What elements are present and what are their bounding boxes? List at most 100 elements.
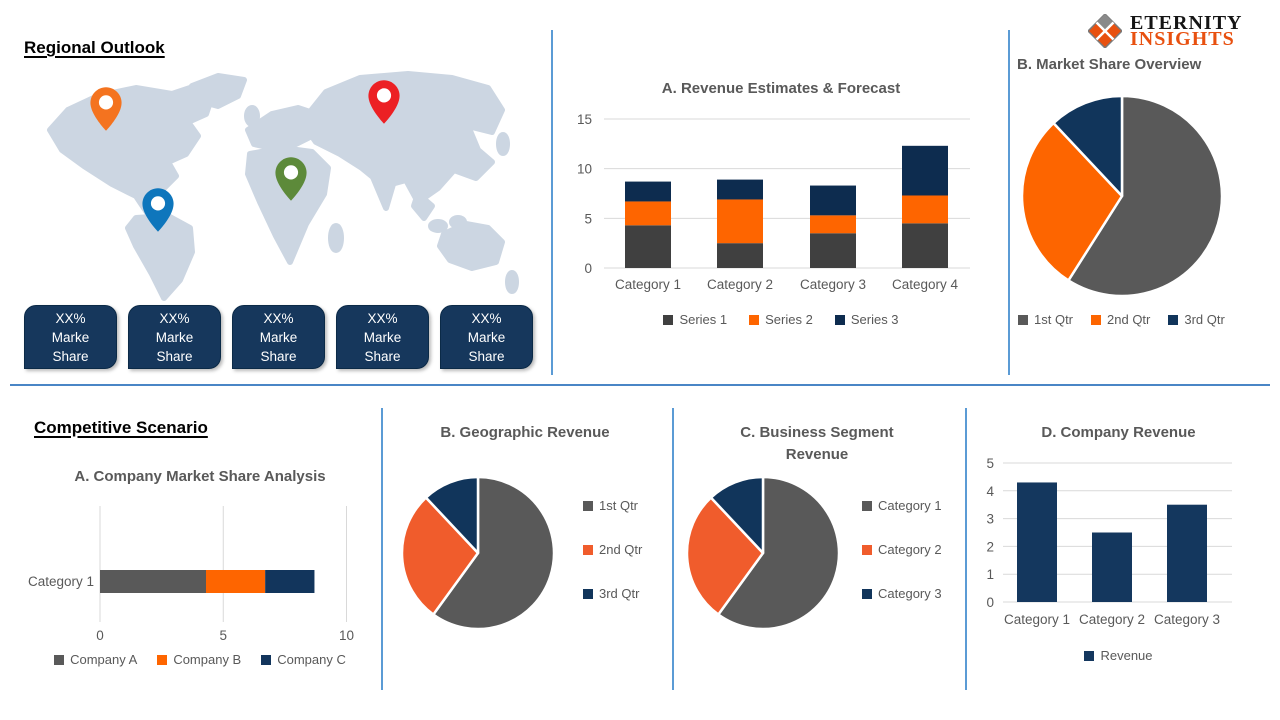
divider-horizontal (10, 384, 1270, 386)
brand-name-bottom: INSIGHTS (1130, 28, 1235, 50)
legend-item: Category 3 (862, 586, 942, 601)
brand-logo: ETERNITY INSIGHTS (1088, 10, 1273, 52)
svg-text:Category 4: Category 4 (892, 277, 959, 292)
share-box-label: Share (156, 349, 193, 364)
svg-text:Category 3: Category 3 (800, 277, 866, 292)
chart-legend: Category 1 Category 2 Category 3 (862, 498, 942, 601)
share-box: XX% Marke Share (232, 305, 325, 369)
svg-text:2: 2 (986, 539, 994, 554)
svg-text:4: 4 (986, 484, 994, 499)
market-share-boxes: XX% Marke Share XX% Marke Share XX% Mark… (24, 305, 533, 369)
brand-name: ETERNITY INSIGHTS (1130, 13, 1242, 50)
legend-marker (834, 314, 845, 325)
map-pin-icon (275, 157, 307, 201)
svg-text:Category 1: Category 1 (615, 277, 681, 292)
chart-title: B. Market Share Overview (1017, 56, 1202, 73)
divider-bottom-1 (381, 408, 383, 690)
share-box: XX% Marke Share (440, 305, 533, 369)
svg-text:Category 1: Category 1 (1004, 612, 1070, 627)
share-box: XX% Marke Share (128, 305, 221, 369)
chart-title: A. Revenue Estimates & Forecast (661, 80, 901, 97)
horizontal-bar-plot: 0 5 10 Category 1 (28, 506, 354, 643)
legend-label: Company A (70, 652, 138, 667)
chart-legend: 1st Qtr 2nd Qtr 3rd Qtr (1018, 312, 1280, 327)
svg-text:Category 2: Category 2 (707, 277, 773, 292)
legend-marker (157, 654, 168, 665)
share-box-label: Share (260, 349, 297, 364)
legend-item: Company A (54, 652, 137, 667)
share-box-label: Share (468, 349, 505, 364)
share-box-label: Marke (467, 330, 506, 345)
share-box-label: Share (52, 349, 89, 364)
legend-label: Company B (173, 652, 242, 667)
legend-label: 2nd Qtr (599, 542, 643, 557)
chart-company-revenue: D. Company Revenue 0 1 2 3 4 5 Category 1 Categ… (967, 412, 1270, 686)
pie-plot (685, 475, 841, 631)
chart-revenue-estimates: A. Revenue Estimates & Forecast 0 5 10 15 Ca… (556, 72, 1006, 338)
svg-text:0: 0 (986, 595, 994, 610)
legend-label: 1st Qtr (599, 498, 639, 513)
legend-marker (1084, 650, 1095, 661)
chart-title: D. Company Revenue (1041, 424, 1196, 441)
legend-label: 1st Qtr (1034, 312, 1074, 327)
legend-item: 2nd Qtr (1091, 312, 1150, 327)
competitive-scenario-heading: Competitive Scenario (34, 418, 208, 437)
legend-label: Category 1 (878, 498, 942, 513)
legend-label: Revenue (1100, 648, 1153, 663)
svg-text:10: 10 (577, 162, 592, 177)
legend-marker (54, 654, 65, 665)
chart-market-share-overview: B. Market Share Overview 1st Qtr 2nd Qtr 3… (1012, 52, 1274, 344)
legend-item: Category 2 (862, 542, 942, 557)
legend-item: 3rd Qtr (1168, 312, 1225, 327)
share-box-label: Marke (155, 330, 194, 345)
chart-business-segment-revenue: C. Business Segment Revenue Category 1 Ca… (672, 412, 962, 686)
chart-legend: Company A Company B Company C (24, 652, 376, 667)
legend-item: 1st Qtr (1018, 312, 1073, 327)
legend-item: Revenue (1084, 648, 1153, 663)
legend-item: Company C (261, 652, 346, 667)
share-box-label: Marke (51, 330, 90, 345)
world-map (40, 66, 540, 301)
svg-text:5: 5 (986, 456, 994, 471)
legend-label: Company C (277, 652, 346, 667)
chart-title-line1: C. Business Segment (740, 424, 894, 441)
legend-item: 1st Qtr (583, 498, 642, 513)
chart-title-line2: Revenue (785, 446, 849, 463)
legend-item: Series 3 (834, 312, 899, 327)
legend-item: Series 2 (749, 312, 813, 327)
svg-text:1: 1 (986, 567, 994, 582)
competitive-scenario-panel: Competitive Scenario A. Company Market S… (24, 410, 376, 686)
column-plot: 0 1 2 3 4 5 Category 1 Category 2 Category 3 (986, 456, 1232, 627)
legend-marker (583, 588, 593, 599)
map-pin-icon (142, 188, 174, 232)
world-map-silhouette (47, 71, 519, 301)
divider-top-right (1008, 30, 1010, 375)
legend-label: Series 2 (765, 312, 813, 327)
svg-text:3: 3 (986, 512, 994, 527)
share-box-label: Marke (363, 330, 402, 345)
legend-marker (862, 500, 872, 511)
stacked-column-plot: 0 5 10 15 Category 1 Category 2 Category 3 Cate… (577, 112, 970, 292)
svg-text:10: 10 (339, 628, 354, 643)
legend-marker (261, 654, 272, 665)
chart-title: A. Company Market Share Analysis (74, 468, 326, 485)
svg-text:0: 0 (96, 628, 104, 643)
share-box-value: XX% (471, 311, 502, 326)
svg-text:Category 1: Category 1 (28, 574, 94, 589)
chart-legend: Revenue (967, 648, 1270, 663)
divider-bottom-3 (965, 408, 967, 690)
svg-text:0: 0 (584, 261, 592, 276)
share-box-value: XX% (367, 311, 398, 326)
legend-marker (583, 500, 593, 511)
chart-legend: Series 1 Series 2 Series 3 (556, 312, 1006, 327)
svg-text:5: 5 (219, 628, 227, 643)
legend-marker (663, 314, 674, 325)
legend-marker (862, 588, 872, 599)
legend-label: Category 2 (878, 542, 942, 557)
legend-label: 2nd Qtr (1107, 312, 1151, 327)
legend-item: Series 1 (663, 312, 727, 327)
divider-top-left (551, 30, 553, 375)
svg-text:Category 2: Category 2 (1079, 612, 1145, 627)
svg-text:Category 3: Category 3 (1154, 612, 1220, 627)
legend-item: Company B (157, 652, 241, 667)
